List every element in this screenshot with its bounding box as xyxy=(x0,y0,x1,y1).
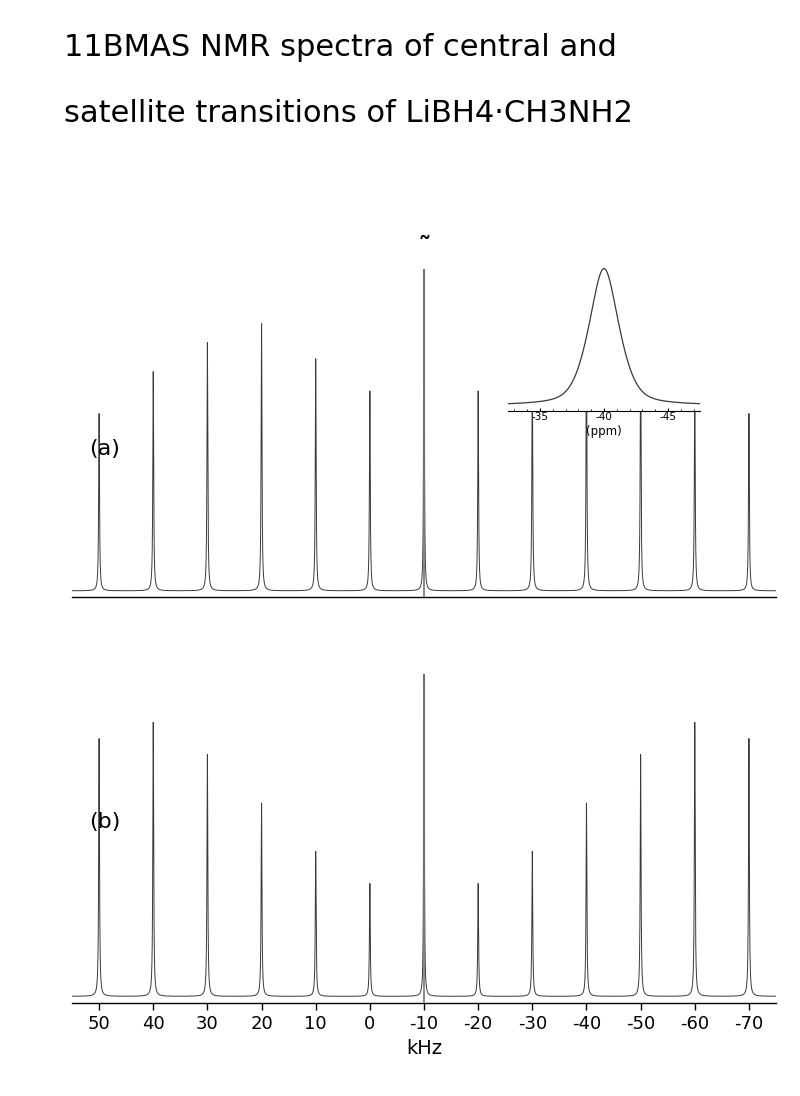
Text: (a): (a) xyxy=(90,439,121,459)
Text: (b): (b) xyxy=(90,812,121,832)
X-axis label: (ppm): (ppm) xyxy=(586,425,622,438)
Text: 11BMAS NMR spectra of central and: 11BMAS NMR spectra of central and xyxy=(64,33,617,61)
Text: satellite transitions of LiBH4·CH3NH2: satellite transitions of LiBH4·CH3NH2 xyxy=(64,99,633,127)
Text: ˜: ˜ xyxy=(417,235,431,263)
X-axis label: kHz: kHz xyxy=(406,1039,442,1058)
